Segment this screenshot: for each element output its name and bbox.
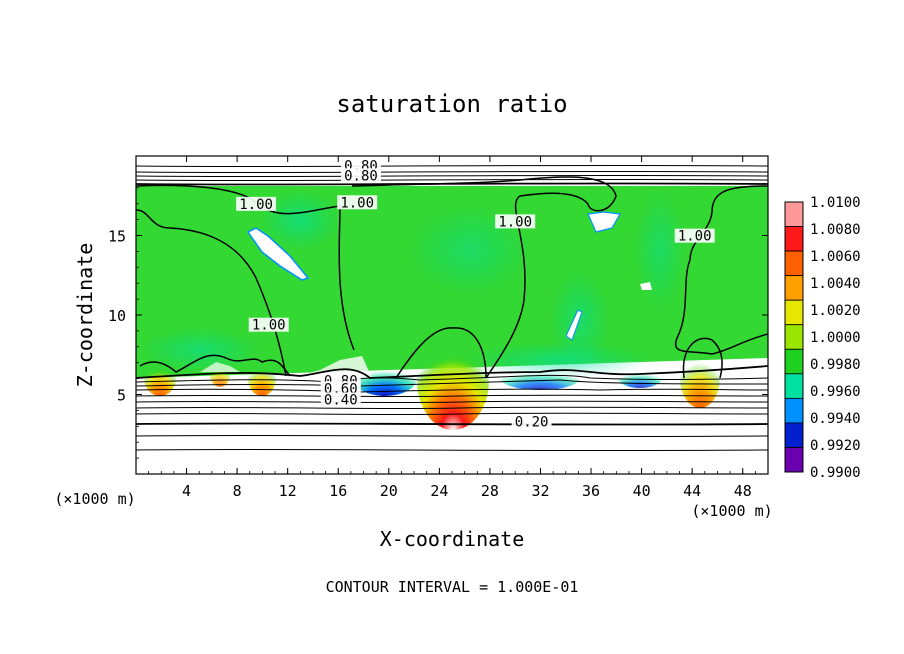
- contour-label-bg: [674, 228, 715, 243]
- chart-title: saturation ratio: [336, 90, 567, 118]
- colorbar-label: 0.9940: [810, 411, 861, 427]
- colorbar-label: 0.9900: [810, 465, 861, 481]
- x-axis-ticks: 4 8 12 16 20 24 28 32 36 40 44 48: [148, 156, 756, 500]
- colorbar-label: 0.9920: [810, 438, 861, 454]
- y-axis-ticks: 5 10 15: [108, 171, 768, 459]
- colorbar-swatch: [784, 348, 804, 375]
- plot-area: [136, 156, 768, 474]
- colorbar-label: 1.0100: [810, 195, 861, 211]
- x-tick-label: 44: [683, 482, 701, 500]
- colorbar-swatch: [784, 447, 804, 473]
- x-tick-label: 48: [734, 482, 752, 500]
- x-tick-label: 8: [233, 482, 242, 500]
- contour-label-bg: [236, 196, 277, 211]
- contour-label-bg: [511, 414, 552, 429]
- y-tick-label: 5: [117, 387, 126, 405]
- y-tick-label: 10: [108, 307, 126, 325]
- contour-1.00: [136, 176, 768, 379]
- colorbar-swatch: [784, 324, 804, 350]
- x-tick-label: 40: [633, 482, 651, 500]
- contour-label-bg: [340, 168, 381, 183]
- contour-label-group: 0.800.801.001.001.001.001.000.800.600.40…: [236, 158, 715, 431]
- colorbar-swatch: [784, 275, 804, 301]
- contour-label-bg: [248, 317, 289, 332]
- contour-label-bg: [320, 392, 361, 407]
- x-tick-label: 36: [582, 482, 600, 500]
- colorbar-swatch: [784, 397, 804, 424]
- contour-label-bg: [320, 381, 361, 396]
- x-tick-label: 12: [279, 482, 297, 500]
- colorbar-label: 0.9980: [810, 357, 861, 373]
- colorbar-swatch: [784, 201, 804, 227]
- contour-label-bg: [495, 214, 536, 229]
- y-tick-label: 15: [108, 228, 126, 246]
- colorbar-swatch: [784, 250, 804, 277]
- colorbar-swatch: [784, 373, 804, 399]
- x-tick-label: 32: [531, 482, 549, 500]
- colorbar-label: 1.0020: [810, 303, 861, 319]
- contour-lines-stratified: [136, 164, 768, 452]
- colorbar-label: 1.0080: [810, 222, 861, 238]
- contour-label: 0.40: [324, 392, 358, 408]
- colorbar-label: 1.0060: [810, 249, 861, 265]
- colorbar-swatch: [784, 299, 804, 326]
- contour-interval-note: CONTOUR INTERVAL = 1.000E-01: [326, 578, 579, 596]
- contour-label: 1.00: [340, 195, 374, 211]
- x-axis-unit-right: (×1000 m): [691, 502, 772, 520]
- x-tick-label: 20: [380, 482, 398, 500]
- colorbar-label: 0.9960: [810, 384, 861, 400]
- x-tick-label: 24: [430, 482, 448, 500]
- colorbar-frame: [784, 201, 804, 473]
- colorbar-swatch: [784, 422, 804, 448]
- colorbar-label: 1.0040: [810, 276, 861, 292]
- contour-label: 1.00: [239, 197, 273, 213]
- x-axis-unit-left: (×1000 m): [54, 490, 135, 508]
- contour-label: 1.00: [678, 229, 712, 245]
- contour-label-bg: [337, 195, 378, 210]
- hot-plume: [417, 330, 489, 430]
- x-tick-label: 28: [481, 482, 499, 500]
- x-tick-label: 4: [182, 482, 191, 500]
- colorbar-swatch: [784, 226, 804, 252]
- colorbar-label: 1.0000: [810, 330, 861, 346]
- contour-label: 0.80: [344, 168, 378, 184]
- contour-label: 1.00: [252, 318, 286, 334]
- colorbar: 1.0100 1.0080 1.0060 1.0040 1.0020 1.0000 0.99…: [784, 195, 861, 481]
- x-tick-label: 16: [329, 482, 347, 500]
- y-axis-label: Z-coordinate: [73, 243, 97, 388]
- contour-label: 1.00: [498, 214, 532, 230]
- x-axis-label: X-coordinate: [380, 527, 525, 551]
- contour-label: 0.20: [515, 415, 549, 431]
